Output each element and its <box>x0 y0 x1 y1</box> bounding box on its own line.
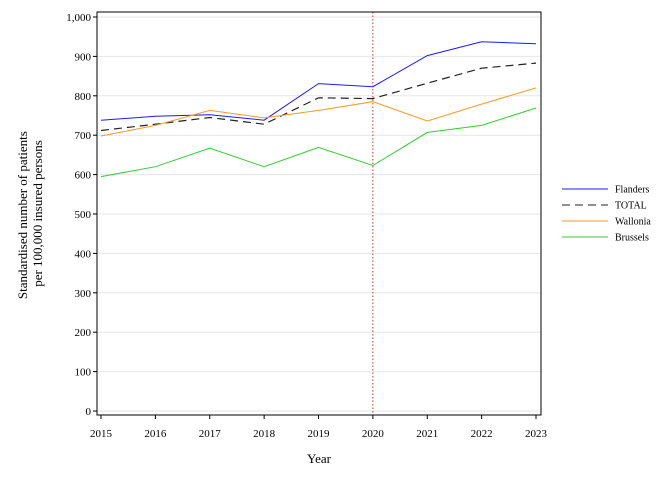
gridlines <box>97 16 541 412</box>
legend-label-wallonia: Wallonia <box>615 217 651 228</box>
x-axis: 2015 2016 2017 2018 2019 2020 2021 2022 2023 <box>90 415 548 440</box>
y-axis-title-line-2: per 100,000 insured persons <box>30 140 45 287</box>
legend-label-flanders: Flanders <box>615 185 650 196</box>
series-lines <box>100 41 537 178</box>
x-tick-label: 2020 <box>362 428 385 440</box>
y-tick-label: 700 <box>75 130 92 142</box>
x-tick-label: 2023 <box>525 428 548 440</box>
y-axis: 0 100 200 300 400 500 600 700 800 900 1,000 <box>66 12 97 418</box>
series-line-flanders <box>100 41 537 121</box>
legend-label-total: TOTAL <box>615 201 647 212</box>
y-axis-title-line-1: Standardised number of patients <box>15 131 30 299</box>
y-tick-label: 1,000 <box>66 12 91 24</box>
x-tick-label: 2022 <box>471 428 493 440</box>
y-tick-label: 300 <box>75 288 92 300</box>
y-tick-label: 100 <box>75 367 92 379</box>
y-tick-label: 500 <box>75 209 92 221</box>
x-tick-label: 2016 <box>144 428 167 440</box>
series-line-total <box>100 62 537 132</box>
x-axis-title: Year <box>307 451 332 466</box>
x-tick-label: 2019 <box>308 428 331 440</box>
y-tick-label: 200 <box>75 327 92 339</box>
x-tick-label: 2018 <box>253 428 276 440</box>
legend: Flanders TOTAL Wallonia Brussels <box>562 185 651 244</box>
legend-label-brussels: Brussels <box>615 233 649 244</box>
y-tick-label: 0 <box>86 406 92 418</box>
y-tick-label: 600 <box>75 170 92 182</box>
series-line-brussels <box>100 107 537 178</box>
y-tick-label: 400 <box>75 248 92 260</box>
x-tick-label: 2017 <box>199 428 222 440</box>
series-line-wallonia <box>100 87 537 137</box>
y-tick-label: 800 <box>75 91 92 103</box>
y-axis-title: Standardised number of patients per 100,… <box>15 128 45 299</box>
x-tick-label: 2021 <box>416 428 438 440</box>
x-tick-label: 2015 <box>90 428 113 440</box>
y-tick-label: 900 <box>75 51 92 63</box>
